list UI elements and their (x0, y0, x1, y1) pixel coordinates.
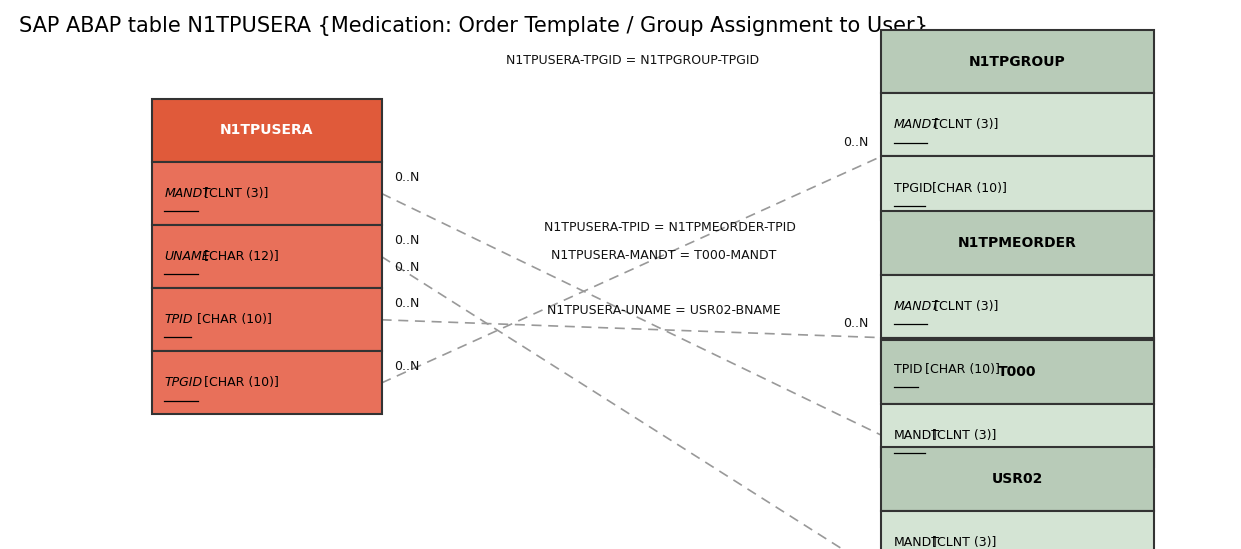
Text: 0..N: 0..N (393, 261, 419, 274)
FancyBboxPatch shape (151, 288, 382, 351)
FancyBboxPatch shape (151, 225, 382, 288)
FancyBboxPatch shape (881, 274, 1154, 338)
Text: [CLNT (3)]: [CLNT (3)] (930, 119, 998, 131)
FancyBboxPatch shape (881, 30, 1154, 93)
FancyBboxPatch shape (881, 447, 1154, 511)
Text: N1TPMEORDER: N1TPMEORDER (958, 236, 1077, 250)
Text: [CHAR (10)]: [CHAR (10)] (201, 377, 279, 389)
Text: TPID: TPID (894, 363, 922, 376)
Text: TPGID: TPGID (894, 182, 932, 194)
Text: [CHAR (12)]: [CHAR (12)] (201, 250, 279, 263)
Text: N1TPUSERA-UNAME = USR02-BNAME: N1TPUSERA-UNAME = USR02-BNAME (547, 304, 781, 317)
Text: USR02: USR02 (992, 472, 1044, 486)
Text: T000: T000 (998, 365, 1037, 379)
Text: N1TPUSERA: N1TPUSERA (220, 124, 314, 137)
FancyBboxPatch shape (151, 99, 382, 162)
Text: [CLNT (3)]: [CLNT (3)] (930, 300, 998, 312)
Text: [CHAR (10)]: [CHAR (10)] (927, 182, 1006, 194)
Text: UNAME: UNAME (164, 250, 210, 263)
Text: [CLNT (3)]: [CLNT (3)] (927, 536, 997, 548)
Text: 0..N: 0..N (393, 234, 419, 247)
FancyBboxPatch shape (881, 211, 1154, 274)
Text: MANDT: MANDT (894, 536, 939, 548)
Text: 0..N: 0..N (393, 360, 419, 373)
FancyBboxPatch shape (881, 156, 1154, 220)
Text: N1TPUSERA-MANDT = T000-MANDT: N1TPUSERA-MANDT = T000-MANDT (551, 249, 777, 262)
Text: 0..N: 0..N (393, 171, 419, 183)
Text: N1TPUSERA-TPGID = N1TPGROUP-TPGID: N1TPUSERA-TPGID = N1TPGROUP-TPGID (506, 54, 759, 67)
Text: N1TPUSERA-TPID = N1TPMEORDER-TPID: N1TPUSERA-TPID = N1TPMEORDER-TPID (545, 221, 795, 234)
Text: [CLNT (3)]: [CLNT (3)] (927, 429, 997, 441)
FancyBboxPatch shape (151, 351, 382, 414)
FancyBboxPatch shape (881, 340, 1154, 404)
Text: [CLNT (3)]: [CLNT (3)] (201, 187, 269, 200)
Text: [CHAR (10)]: [CHAR (10)] (194, 313, 272, 326)
Text: 0..N: 0..N (844, 317, 869, 330)
FancyBboxPatch shape (881, 511, 1154, 549)
Text: TPID: TPID (164, 313, 192, 326)
Text: MANDT: MANDT (894, 119, 939, 131)
Text: N1TPGROUP: N1TPGROUP (969, 55, 1066, 69)
Text: 0..N: 0..N (393, 297, 419, 310)
Text: TPGID: TPGID (164, 377, 202, 389)
FancyBboxPatch shape (151, 162, 382, 225)
Text: MANDT: MANDT (164, 187, 210, 200)
FancyBboxPatch shape (881, 404, 1154, 467)
FancyBboxPatch shape (881, 93, 1154, 156)
Text: MANDT: MANDT (894, 300, 939, 312)
Text: MANDT: MANDT (894, 429, 939, 441)
Text: SAP ABAP table N1TPUSERA {Medication: Order Template / Group Assignment to User}: SAP ABAP table N1TPUSERA {Medication: Or… (19, 16, 927, 36)
Text: [CHAR (10)]: [CHAR (10)] (921, 363, 1000, 376)
FancyBboxPatch shape (881, 338, 1154, 401)
Text: 0..N: 0..N (844, 136, 869, 149)
